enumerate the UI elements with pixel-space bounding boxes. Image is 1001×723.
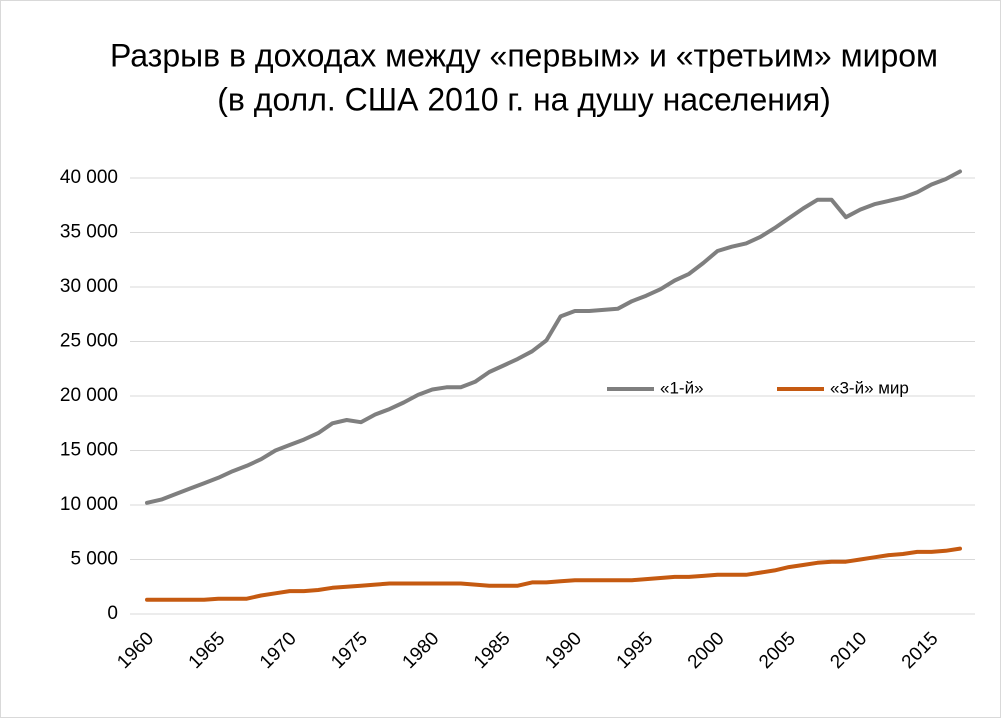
y-tick-label: 5 000 <box>70 549 118 570</box>
y-tick-label: 25 000 <box>60 331 118 352</box>
chart-subtitle: (в долл. США 2010 г. на душу населения) <box>217 81 831 117</box>
y-tick-label: 0 <box>107 603 118 624</box>
series-line <box>145 546 962 602</box>
series-line <box>145 169 962 505</box>
y-tick-label: 15 000 <box>60 440 118 461</box>
y-tick-label: 20 000 <box>60 385 118 406</box>
y-tick-label: 10 000 <box>60 494 118 515</box>
y-tick-label: 35 000 <box>60 222 118 243</box>
legend-label: «1-й» <box>660 378 704 397</box>
y-tick-label: 40 000 <box>60 167 118 188</box>
legend-label: «3-й» мир <box>830 378 909 397</box>
y-tick-label: 30 000 <box>60 276 118 297</box>
chart-title: Разрыв в доходах между «первым» и «треть… <box>110 37 938 73</box>
